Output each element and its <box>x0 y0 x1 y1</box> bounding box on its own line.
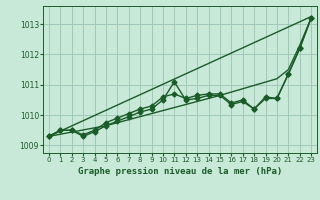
X-axis label: Graphe pression niveau de la mer (hPa): Graphe pression niveau de la mer (hPa) <box>78 167 282 176</box>
